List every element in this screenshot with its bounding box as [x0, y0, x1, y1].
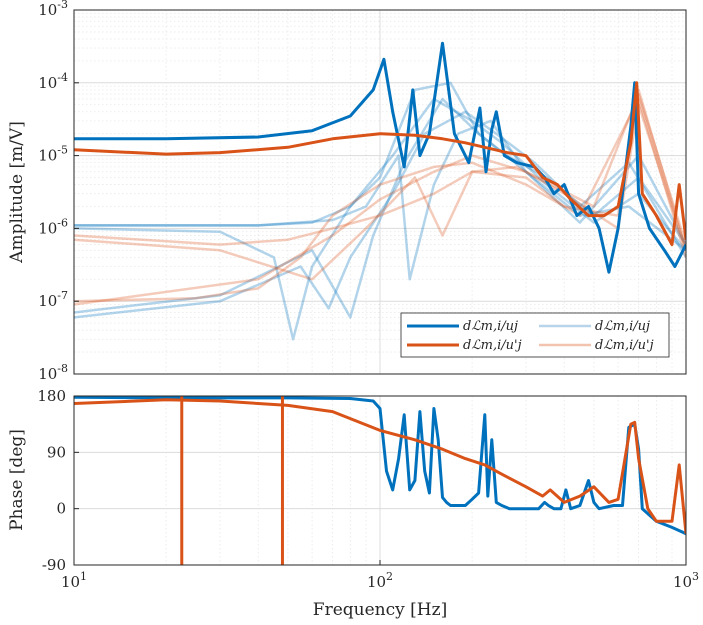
- amp-series-light: [74, 119, 686, 281]
- amp-y-tick-label: 10-7: [38, 289, 68, 310]
- amp-y-tick-label: 10-4: [38, 71, 68, 92]
- phase-axes: -90 0 90 180 101 102 103 Phase [deg] Frequenc…: [7, 387, 699, 620]
- amp-series-bold: [74, 41, 686, 274]
- legend: dℒm,i/uj dℒm,i/u'j dℒm,i/uj dℒm,i/u'j: [400, 312, 670, 358]
- amplitude-series: [74, 41, 686, 341]
- x-tick-label: 103: [673, 570, 699, 591]
- amp-y-tick-label: 10-6: [38, 216, 68, 237]
- amplitude-axes: 10-8 10-7 10-6 10-5 10-4 10-3 Amplitude [m/V]…: [7, 0, 687, 383]
- legend-label: dℒm,i/uj: [463, 319, 518, 334]
- amplitude-frame: [73, 9, 687, 375]
- phase-series: [74, 398, 686, 534]
- phase-y-tick-label: 90: [47, 443, 66, 461]
- phase-series: [74, 396, 686, 565]
- phase-y-tick-label: -90: [42, 556, 66, 574]
- amp-series-bold: [74, 81, 686, 247]
- legend-label: dℒm,i/uj: [595, 319, 650, 334]
- x-axis-label: Frequency [Hz]: [313, 600, 447, 620]
- amp-series-light: [74, 97, 686, 341]
- x-tick-label: 101: [61, 570, 87, 591]
- phase-y-tick-label: 180: [37, 387, 66, 405]
- legend-label: dℒm,i/u'j: [463, 338, 522, 353]
- phase-x-ticks: 101 102 103: [61, 560, 699, 591]
- phase-y-label: Phase [deg]: [7, 429, 27, 531]
- amp-series-light: [74, 92, 686, 306]
- legend-label: dℒm,i/u'j: [595, 338, 654, 353]
- x-tick-label: 102: [367, 570, 393, 591]
- amplitude-y-label: Amplitude [m/V]: [7, 121, 27, 264]
- amp-y-tick-label: 10-3: [38, 0, 68, 19]
- phase-y-ticks: -90 0 90 180: [37, 387, 79, 574]
- amp-series-light: [74, 97, 686, 303]
- legend-box: [400, 312, 670, 358]
- amp-y-tick-label: 10-8: [38, 362, 68, 383]
- amplitude-y-ticks: 10-8 10-7 10-6 10-5 10-4 10-3: [38, 0, 79, 383]
- phase-y-tick-label: 0: [56, 500, 66, 518]
- amp-y-tick-label: 10-5: [38, 144, 68, 165]
